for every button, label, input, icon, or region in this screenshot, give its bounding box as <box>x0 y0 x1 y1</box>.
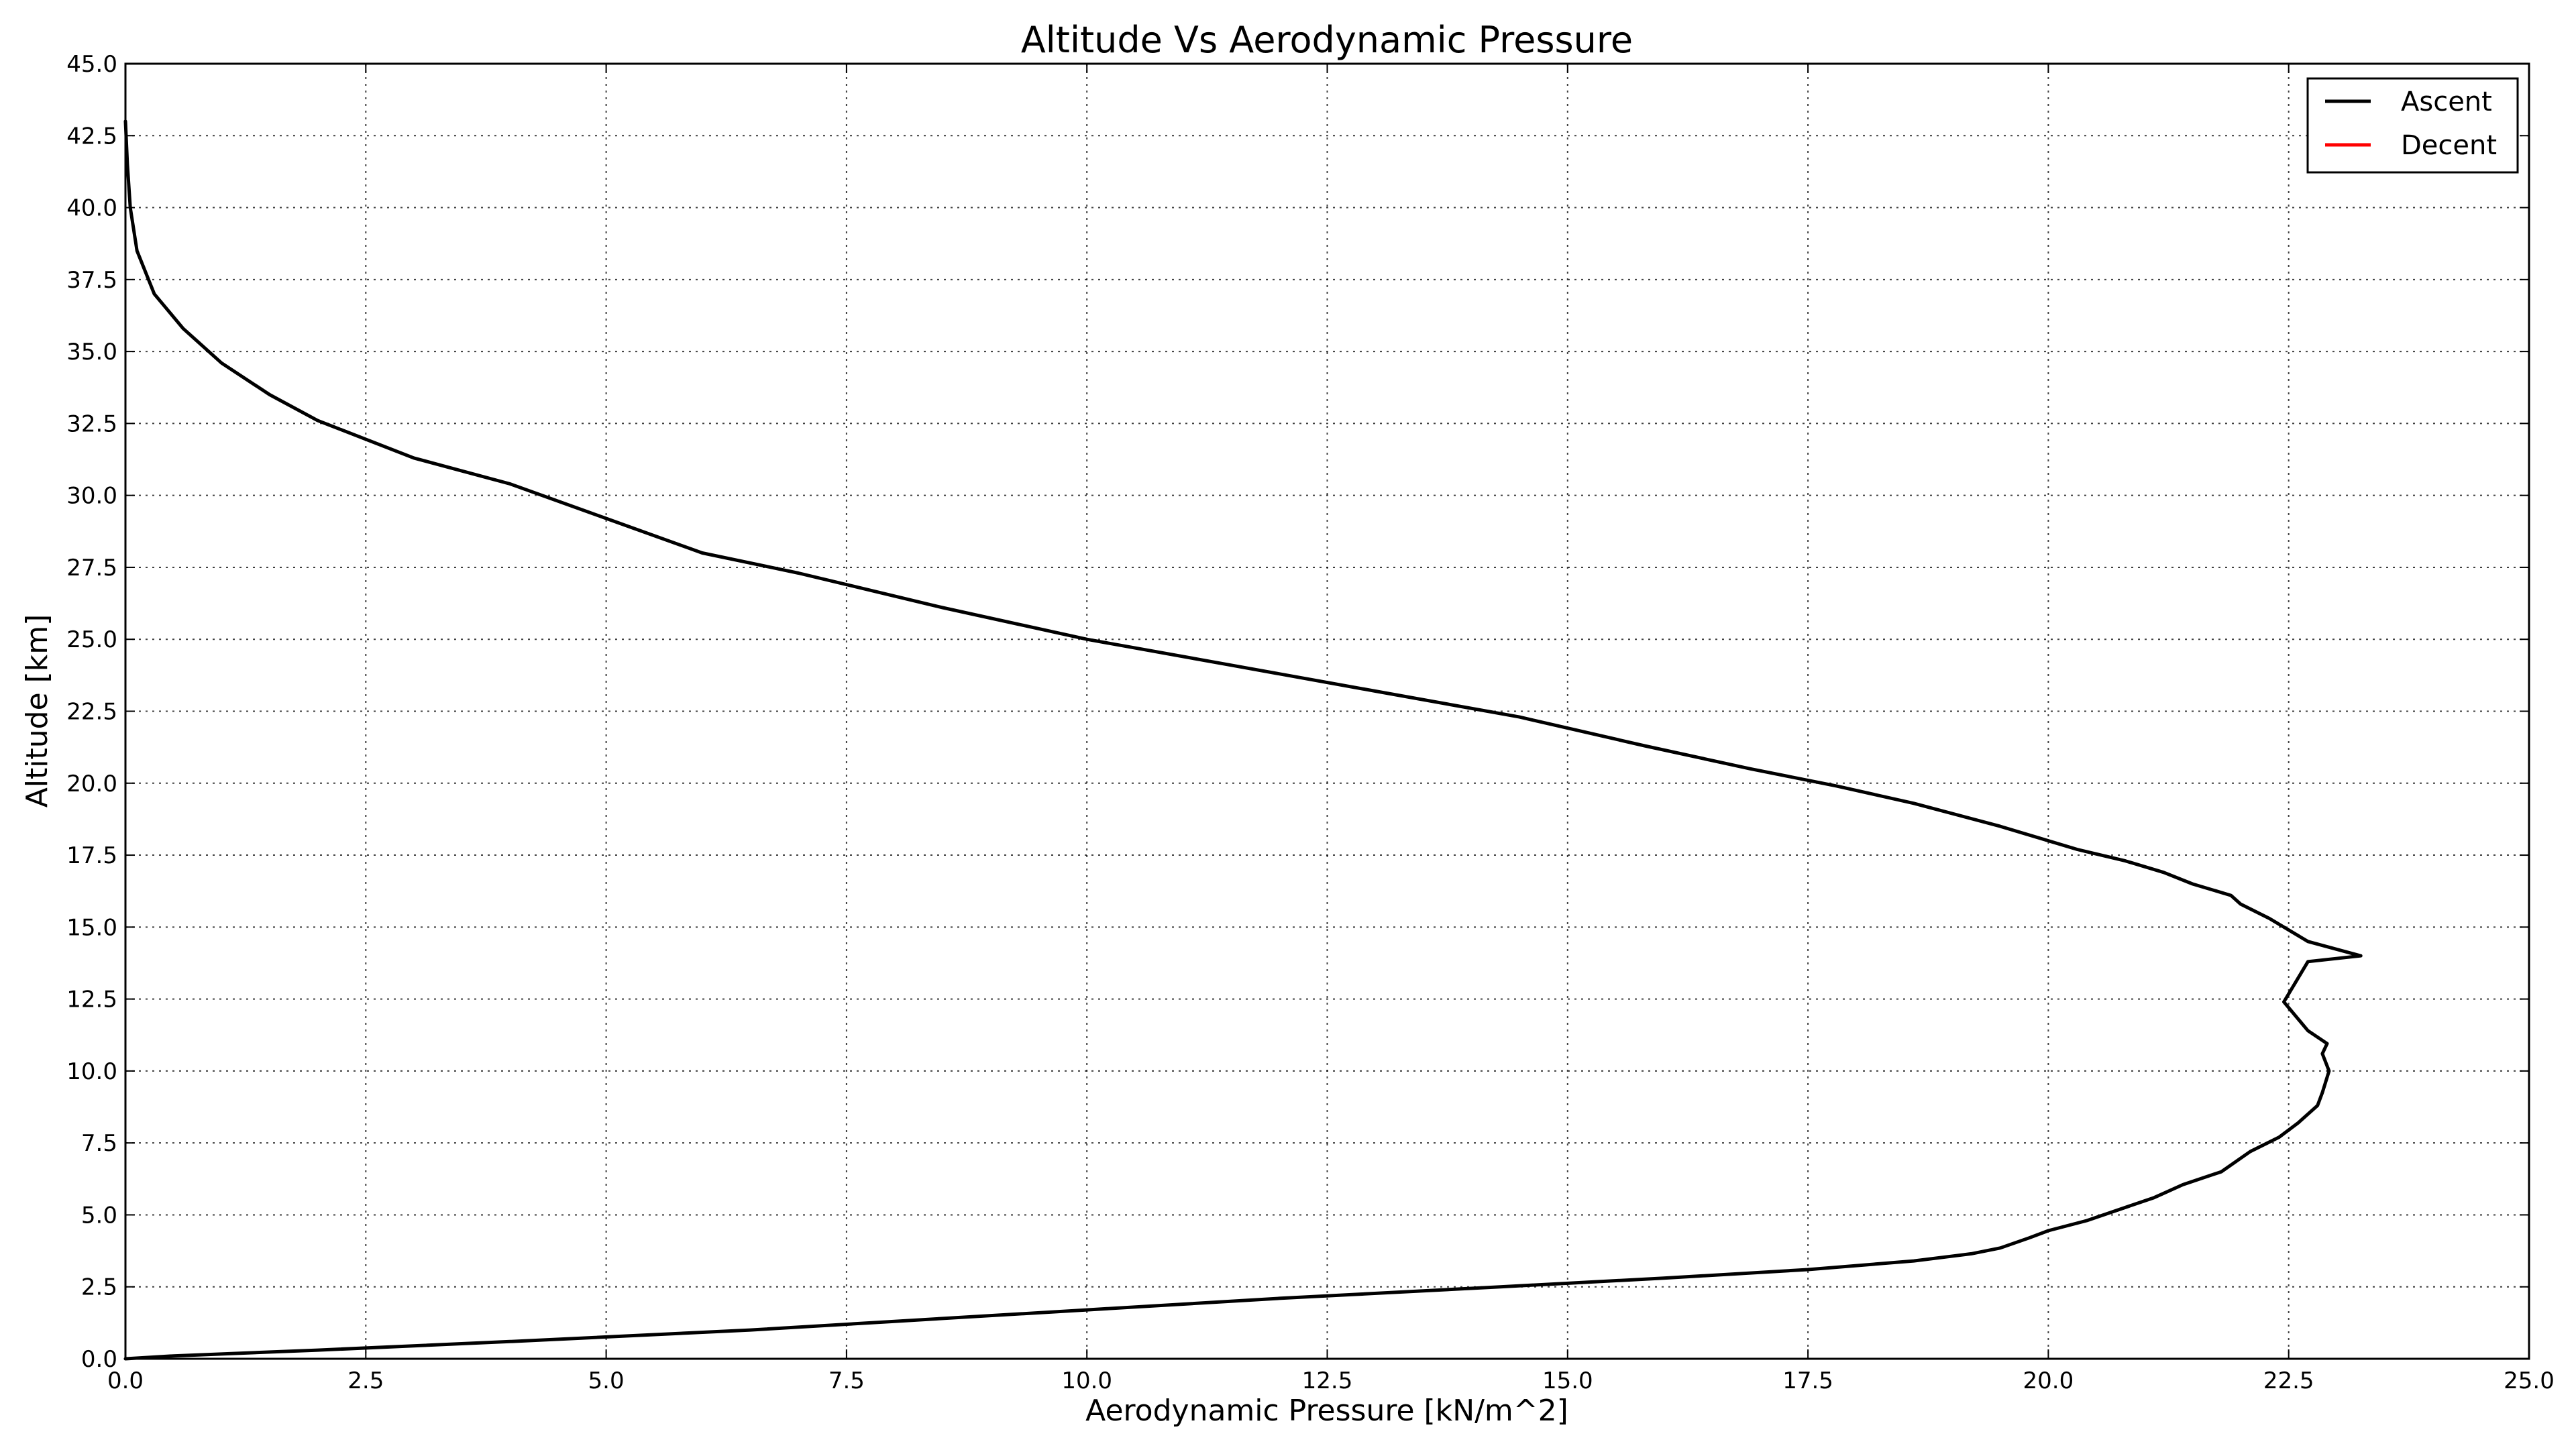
tick-layer: 0.0 2.5 5.0 7.5 10.0 12.5 15.0 17.5 20.0 22.5 25.0… <box>66 51 2555 1394</box>
series-layer <box>123 119 2363 1361</box>
x-tick-label: 2.5 <box>347 1367 384 1394</box>
x-tick-label: 12.5 <box>1302 1367 1353 1394</box>
chart-title: Altitude Vs Aerodynamic Pressure <box>1021 19 1633 61</box>
y-tick-label: 0.0 <box>81 1346 117 1373</box>
x-tick-label: 20.0 <box>2023 1367 2074 1394</box>
y-tick-label: 35.0 <box>66 339 117 366</box>
x-axis-label: Aerodynamic Pressure [kN/m^2] <box>1085 1394 1568 1428</box>
y-tick-label: 40.0 <box>66 195 117 222</box>
y-tick-label: 12.5 <box>66 987 117 1013</box>
x-tick-label: 25.0 <box>2504 1367 2555 1394</box>
y-tick-label: 30.0 <box>66 483 117 510</box>
x-tick-label: 22.5 <box>2263 1367 2314 1394</box>
x-tick-label: 7.5 <box>828 1367 865 1394</box>
x-tick-label: 17.5 <box>1782 1367 1833 1394</box>
y-axis-label: Altitude [km] <box>20 614 54 808</box>
y-tick-label: 5.0 <box>81 1202 117 1229</box>
y-tick-label: 45.0 <box>66 51 117 78</box>
y-tick-label: 7.5 <box>81 1130 117 1157</box>
y-tick-label: 22.5 <box>66 699 117 726</box>
x-tick-label: 5.0 <box>588 1367 625 1394</box>
grid-layer <box>125 64 2529 1359</box>
y-tick-label: 17.5 <box>66 842 117 869</box>
y-tick-label: 10.0 <box>66 1058 117 1085</box>
legend-decent-label: Decent <box>2401 130 2497 161</box>
y-tick-label: 20.0 <box>66 771 117 797</box>
y-tick-label: 2.5 <box>81 1274 117 1301</box>
y-tick-label: 32.5 <box>66 410 117 437</box>
legend-ascent-label: Ascent <box>2401 87 2492 117</box>
series-line-ascent <box>123 119 2363 1361</box>
legend-box <box>2306 77 2519 174</box>
y-tick-label: 15.0 <box>66 914 117 941</box>
x-tick-label: 15.0 <box>1542 1367 1593 1394</box>
y-tick-label: 25.0 <box>66 626 117 653</box>
y-tick-label: 27.5 <box>66 555 117 581</box>
x-tick-label: 0.0 <box>107 1367 144 1394</box>
y-tick-label: 37.5 <box>66 267 117 294</box>
legend: Ascent Decent <box>2306 77 2519 174</box>
y-tick-label: 42.5 <box>66 123 117 150</box>
x-tick-label: 10.0 <box>1061 1367 1112 1394</box>
